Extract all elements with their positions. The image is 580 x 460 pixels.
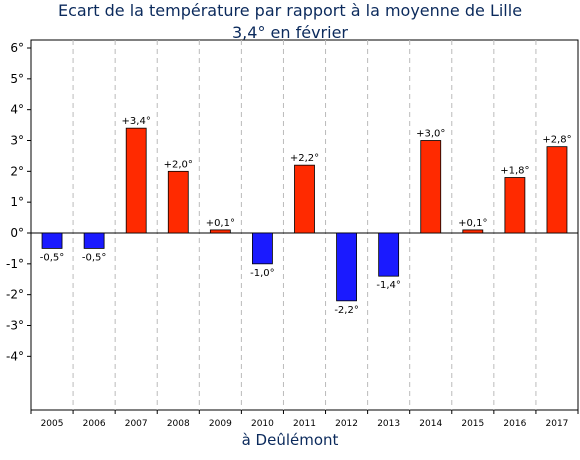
y-tick-label: 4°	[10, 103, 24, 117]
chart-title: Ecart de la température par rapport à la…	[57, 1, 523, 20]
data-label-2011: +2,2°	[290, 153, 319, 164]
y-tick-label: 0°	[10, 226, 24, 240]
x-category-label: 2007	[125, 419, 148, 429]
x-category-label: 2017	[546, 419, 569, 429]
data-label-2006: -0,5°	[82, 252, 107, 263]
x-category-label: 2005	[41, 419, 64, 429]
data-label-2012: -2,2°	[334, 305, 359, 316]
y-tick-label: -3°	[6, 319, 24, 333]
x-category-label: 2006	[83, 419, 106, 429]
y-tick-label: -2°	[6, 288, 24, 302]
data-label-2008: +2,0°	[164, 159, 193, 170]
bar-2015	[462, 229, 484, 234]
y-tick-label: 1°	[10, 195, 24, 209]
y-tick-label: 3°	[10, 134, 24, 148]
x-category-label: 2015	[461, 419, 484, 429]
bar-2013	[378, 232, 400, 277]
chart-title-block: Ecart de la température par rapport à la…	[0, 0, 580, 44]
data-label-2007: +3,4°	[122, 116, 151, 127]
x-category-label: 2008	[167, 419, 190, 429]
x-category-label: 2010	[251, 419, 274, 429]
x-axis-label: à Deûlémont	[241, 431, 339, 449]
bar-2014	[420, 140, 442, 234]
data-label-2005: -0,5°	[40, 252, 65, 263]
bar-2011	[294, 164, 315, 234]
bar-2006	[83, 232, 105, 249]
data-label-2015: +0,1°	[458, 218, 487, 229]
y-tick-label: 5°	[10, 72, 24, 86]
y-tick-label: -1°	[6, 257, 24, 271]
y-tick-label: 6°	[10, 41, 24, 55]
data-label-2017: +2,8°	[542, 135, 571, 146]
bar-2008	[167, 170, 189, 234]
x-category-label: 2016	[503, 419, 526, 429]
bar-2007	[125, 127, 147, 234]
data-label-2009: +0,1°	[206, 218, 235, 229]
bar-2012	[336, 232, 357, 302]
x-category-label: 2014	[419, 419, 442, 429]
data-label-2016: +1,8°	[500, 166, 529, 177]
x-category-label: 2009	[209, 419, 232, 429]
y-tick-label: 2°	[10, 164, 24, 178]
x-category-label: 2012	[335, 419, 358, 429]
chart-subtitle: 3,4° en février	[232, 23, 348, 42]
y-tick-label: -4°	[6, 349, 24, 363]
data-label-2013: -1,4°	[376, 280, 401, 291]
plot-frame	[30, 39, 579, 411]
bar-2009	[209, 229, 231, 234]
data-label-2010: -1,0°	[250, 268, 275, 279]
data-label-2014: +3,0°	[416, 129, 445, 140]
bar-2010	[252, 232, 273, 265]
bar-2017	[546, 146, 568, 234]
bar-2005	[41, 232, 63, 249]
x-category-label: 2011	[293, 419, 316, 429]
x-category-label: 2013	[377, 419, 400, 429]
bar-2016	[504, 177, 526, 234]
